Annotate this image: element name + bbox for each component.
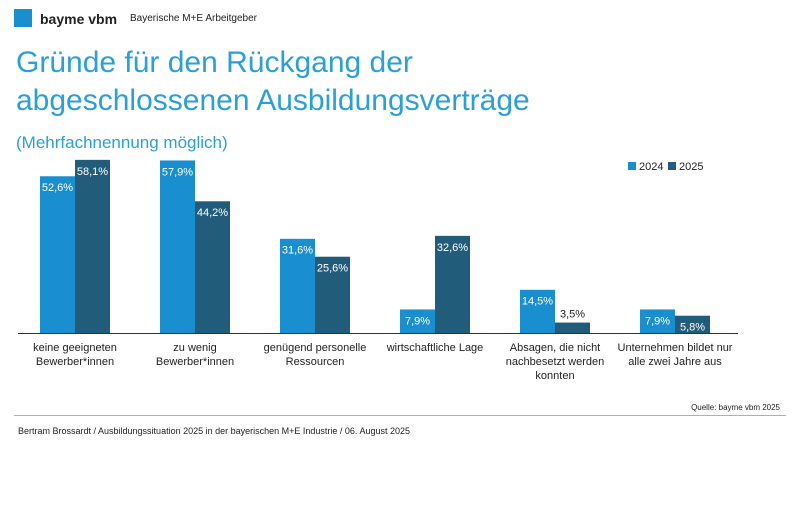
value-label: 52,6% [42, 182, 73, 194]
source: Quelle: bayme vbm 2025 [691, 403, 780, 412]
value-label: 5,8% [680, 322, 705, 334]
bar [40, 176, 75, 333]
logo-square [14, 9, 32, 27]
value-label: 58,1% [77, 166, 108, 178]
value-label: 25,6% [317, 263, 348, 275]
legend-label: 2024 [639, 161, 663, 173]
value-label: 32,6% [437, 242, 468, 254]
chart-title-block: Gründe für den Rückgang der abgeschlosse… [16, 44, 616, 162]
org: Bayerische M+E Arbeitgeber [130, 13, 258, 24]
bar [315, 256, 350, 333]
legend-swatch [628, 162, 636, 170]
bar [675, 315, 710, 333]
bar [435, 235, 470, 333]
chart-title: Gründe für den Rückgang der abgeschlosse… [16, 46, 530, 117]
legend-label: 2025 [679, 161, 703, 173]
bar [400, 309, 435, 333]
value-label: 57,9% [162, 166, 193, 178]
bar [555, 322, 590, 333]
x-tick-label: Unternehmen bildet nur alle zwei Jahre a… [617, 342, 733, 368]
value-label: 44,2% [197, 207, 228, 219]
value-label: 14,5% [522, 296, 553, 308]
footer: Bertram Brossardt / Ausbildungssituation… [18, 426, 410, 436]
bar [75, 159, 110, 333]
bar [520, 289, 555, 333]
footer-rule [14, 415, 786, 416]
chart-subtitle: (Mehrfachnennung möglich) [16, 133, 228, 152]
value-label: 7,9% [405, 315, 430, 327]
value-label: 31,6% [282, 245, 313, 257]
x-tick-label: Absagen, die nicht nachbesetzt werden ko… [505, 342, 605, 382]
brand: bayme vbm [40, 11, 118, 27]
value-label: 3,5% [560, 308, 585, 320]
x-tick-label: keine geeigneten Bewerber*innen [33, 342, 117, 368]
x-tick-label: zu wenig Bewerber*innen [155, 342, 235, 368]
bar [280, 238, 315, 333]
bar [640, 309, 675, 333]
bar [160, 160, 195, 333]
x-tick-label: wirtschaftliche Lage [386, 342, 484, 354]
legend-swatch [668, 162, 676, 170]
x-tick-label: genügend personelle Ressourcen [263, 342, 367, 368]
bar [195, 201, 230, 333]
value-label: 7,9% [645, 315, 670, 327]
